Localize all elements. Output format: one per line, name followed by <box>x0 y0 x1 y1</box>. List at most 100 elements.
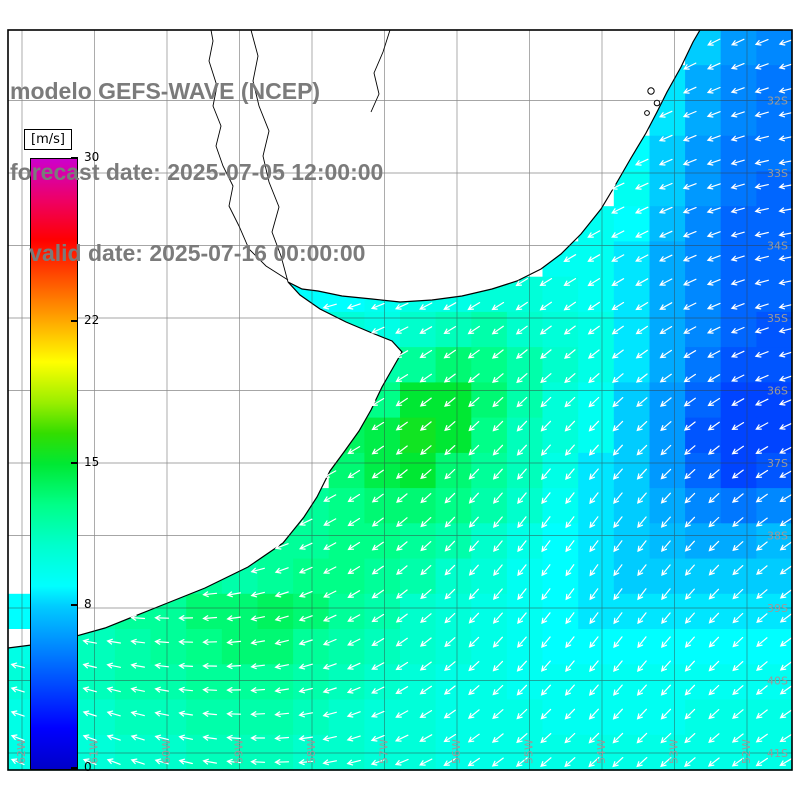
wind-arrow <box>730 159 745 166</box>
wind-arrow <box>706 159 721 166</box>
wind-arrow <box>468 397 480 408</box>
wind-arrow <box>778 279 793 286</box>
wind-arrow <box>82 758 97 765</box>
wind-arrow <box>274 687 289 694</box>
wind-arrow <box>563 325 576 335</box>
wind-arrow <box>371 469 384 479</box>
wind-arrow <box>492 709 504 720</box>
wind-arrow <box>706 135 721 142</box>
wind-arrow <box>612 732 624 744</box>
wind-arrow <box>565 540 575 553</box>
wind-arrow <box>226 615 241 622</box>
wind-arrow <box>322 638 337 646</box>
wind-arrow <box>250 591 265 598</box>
wind-arrow <box>636 444 648 456</box>
wind-arrow <box>732 565 744 576</box>
wind-arrow <box>658 134 673 142</box>
wind-arrow <box>682 110 697 118</box>
wind-arrow <box>755 685 768 695</box>
wind-arrow <box>396 541 408 551</box>
wind-arrow <box>517 588 527 601</box>
wind-arrow <box>613 588 623 601</box>
wind-arrow <box>564 732 576 744</box>
wind-arrow <box>371 398 385 407</box>
wind-arrow <box>539 278 553 287</box>
wind-arrow <box>754 303 769 310</box>
wind-arrow <box>589 492 599 505</box>
wind-arrow <box>250 663 265 670</box>
wind-arrow <box>444 468 456 480</box>
wind-arrow <box>731 398 745 406</box>
wind-arrow <box>755 446 769 454</box>
wind-arrow <box>588 444 599 456</box>
wind-arrow <box>541 540 551 553</box>
wind-arrow <box>587 325 600 335</box>
wind-arrow <box>419 349 433 359</box>
wind-arrow <box>684 564 695 576</box>
wind-arrow <box>636 660 647 672</box>
wind-arrow <box>178 758 193 765</box>
wind-arrow <box>611 254 625 262</box>
wind-arrow <box>778 255 793 262</box>
wind-arrow <box>613 660 623 672</box>
wind-arrow <box>563 301 576 311</box>
wind-arrow <box>444 637 456 648</box>
plot-title-block: modelo GEFS-WAVE (NCEP) forecast date: 2… <box>10 24 383 321</box>
wind-arrow <box>660 636 671 648</box>
wind-arrow <box>732 685 744 696</box>
wind-arrow <box>468 564 479 576</box>
wind-arrow <box>347 590 361 598</box>
wind-arrow <box>491 733 504 743</box>
wind-arrow <box>611 206 625 214</box>
wind-arrow <box>588 708 599 720</box>
wind-arrow <box>779 661 792 671</box>
wind-arrow <box>636 757 648 768</box>
wind-arrow <box>492 373 504 384</box>
wind-arrow <box>564 684 575 696</box>
wind-arrow <box>756 661 768 672</box>
wind-arrow <box>202 663 218 669</box>
wind-arrow <box>371 686 385 694</box>
wind-arrow <box>635 230 649 238</box>
wind-arrow <box>613 564 623 577</box>
forecast-date-line: forecast date: 2025-07-05 12:00:00 <box>10 159 384 185</box>
wind-arrow <box>395 613 408 623</box>
wind-arrow <box>589 636 599 649</box>
wind-arrow <box>755 469 769 479</box>
wind-arrow <box>106 734 121 741</box>
wind-arrow <box>636 684 647 696</box>
wind-arrow <box>708 733 720 744</box>
wind-arrow <box>491 325 504 335</box>
wind-arrow <box>444 661 456 672</box>
wind-arrow <box>684 445 696 456</box>
wind-arrow <box>250 615 265 622</box>
wind-arrow <box>346 735 361 742</box>
wind-arrow <box>420 565 432 576</box>
wind-arrow <box>732 612 744 624</box>
wind-arrow <box>779 613 792 623</box>
wind-arrow <box>515 301 528 311</box>
wind-arrow <box>612 373 624 384</box>
wind-arrow <box>708 469 720 480</box>
wind-arrow <box>755 493 768 503</box>
wind-arrow <box>371 541 384 551</box>
wind-arrow <box>322 663 337 670</box>
wind-arrow <box>779 470 793 478</box>
wind-arrow <box>420 445 432 456</box>
wind-arrow <box>370 326 385 334</box>
wind-arrow <box>634 158 649 166</box>
wind-arrow <box>395 397 408 407</box>
wind-arrow <box>492 684 504 696</box>
wind-arrow <box>323 542 337 550</box>
wind-arrow <box>540 660 551 672</box>
wind-arrow <box>492 468 503 480</box>
wind-arrow <box>564 757 576 768</box>
wind-arrow <box>517 612 527 624</box>
wind-arrow <box>730 135 745 142</box>
wind-arrow <box>491 349 504 359</box>
wind-arrow <box>444 445 456 456</box>
wind-arrow <box>565 564 575 577</box>
wind-arrow <box>658 254 673 262</box>
wind-arrow <box>371 662 385 670</box>
wind-arrow <box>516 444 527 456</box>
